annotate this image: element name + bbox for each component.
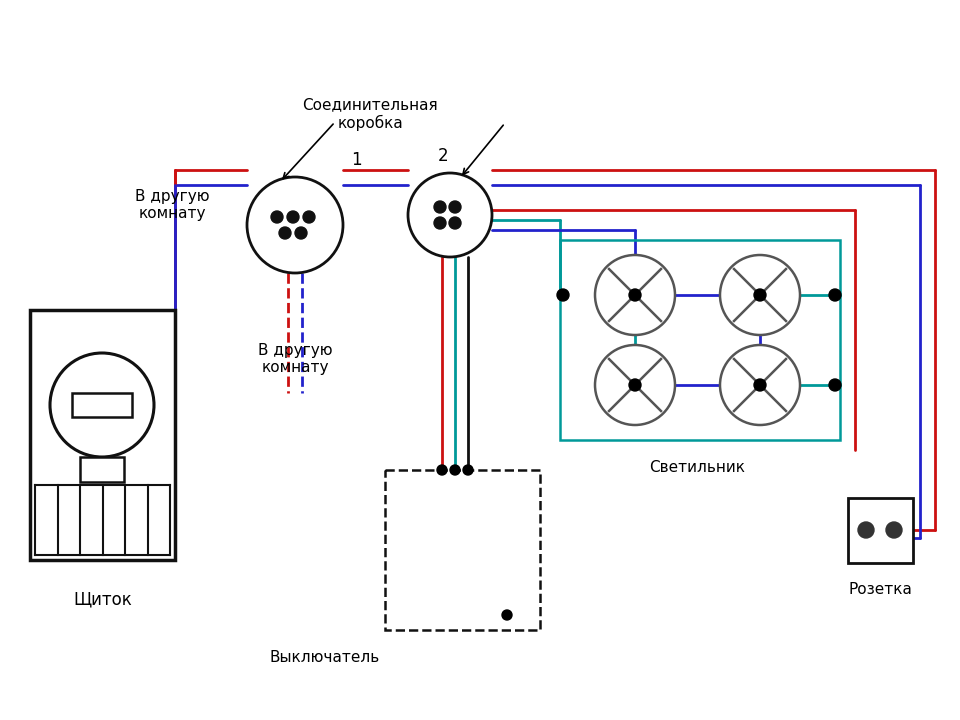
Bar <box>385 470 540 630</box>
Text: Щиток: Щиток <box>73 590 132 608</box>
Circle shape <box>886 522 902 538</box>
Circle shape <box>595 345 675 425</box>
Text: Соединительная
коробка: Соединительная коробка <box>302 97 438 131</box>
Text: 2: 2 <box>438 147 448 165</box>
Text: Розетка: Розетка <box>848 582 912 597</box>
Text: В другую
комнату: В другую комнату <box>134 189 209 221</box>
Bar <box>848 498 913 563</box>
Circle shape <box>437 465 447 475</box>
Circle shape <box>279 227 291 239</box>
Circle shape <box>754 379 766 391</box>
Bar <box>560 240 840 440</box>
Text: Светильник: Светильник <box>650 460 746 475</box>
Circle shape <box>434 217 446 229</box>
Circle shape <box>720 345 800 425</box>
Circle shape <box>408 173 492 257</box>
Circle shape <box>303 211 315 223</box>
Circle shape <box>449 217 461 229</box>
Circle shape <box>629 289 641 301</box>
Circle shape <box>720 255 800 335</box>
Text: Выключатель: Выключатель <box>270 650 380 665</box>
Bar <box>72 393 132 417</box>
Text: В другую
комнату: В другую комнату <box>257 343 332 375</box>
Circle shape <box>450 465 460 475</box>
Circle shape <box>449 201 461 213</box>
Circle shape <box>502 610 512 620</box>
Circle shape <box>595 255 675 335</box>
Circle shape <box>287 211 299 223</box>
Circle shape <box>50 353 154 457</box>
Circle shape <box>754 289 766 301</box>
Circle shape <box>557 289 569 301</box>
Circle shape <box>271 211 283 223</box>
Circle shape <box>829 289 841 301</box>
Circle shape <box>434 201 446 213</box>
Circle shape <box>629 379 641 391</box>
Bar <box>80 457 124 482</box>
Circle shape <box>858 522 874 538</box>
Circle shape <box>829 379 841 391</box>
Bar <box>30 310 175 560</box>
Circle shape <box>247 177 343 273</box>
Circle shape <box>463 465 473 475</box>
Circle shape <box>295 227 307 239</box>
Text: 1: 1 <box>351 151 362 169</box>
